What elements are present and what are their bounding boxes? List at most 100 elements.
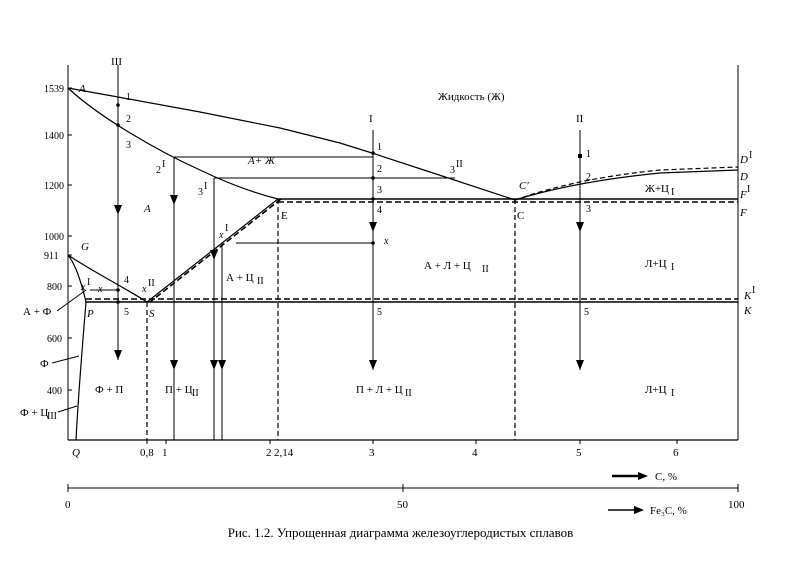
y-tick-labels: 1539 1400 1200 1000 911 800 600 400 bbox=[44, 84, 64, 397]
marker-3II: 3 bbox=[450, 165, 455, 176]
x-tick-5: 5 bbox=[576, 447, 582, 459]
c-axis-label: С, % bbox=[655, 471, 677, 483]
marker-III-4: 4 bbox=[124, 275, 129, 286]
y-tick-1000: 1000 bbox=[44, 232, 64, 243]
fe3c-axis-arrow-icon bbox=[608, 506, 644, 514]
region-F-Ts3-sub: III bbox=[47, 411, 57, 422]
marker-III-3: 3 bbox=[126, 140, 131, 151]
fe3c-tick-label-0: 0 bbox=[65, 499, 71, 511]
marker-2I-sup: I bbox=[162, 159, 165, 170]
fe3c-tick-label-50: 50 bbox=[397, 499, 409, 511]
region-L-Ts1-lower-sub: I bbox=[671, 388, 674, 399]
fe3c-axis-label: Fe₃C, % bbox=[650, 505, 687, 517]
c-axis-arrow-icon bbox=[612, 472, 648, 480]
alloy-I-point-2 bbox=[371, 176, 375, 180]
region-P-L-Ts2: П + Л + Ц bbox=[356, 384, 403, 396]
leader-F-Ts3 bbox=[57, 405, 78, 413]
vertical-14-arrow-bottom-icon bbox=[218, 360, 226, 370]
column-label-III: III bbox=[111, 56, 122, 68]
region-L-Ts1-lower: Л+Ц bbox=[645, 384, 667, 396]
alloy-I-point-3 bbox=[371, 197, 375, 201]
marker-I-3: 3 bbox=[377, 185, 382, 196]
PQ-line bbox=[75, 301, 87, 441]
marker-xI-mid-sup: I bbox=[225, 223, 228, 234]
liquidus-CD bbox=[514, 169, 739, 201]
marker-xI-mid: x bbox=[218, 230, 224, 241]
marker-3II-sup: II bbox=[456, 159, 463, 170]
point-C: C bbox=[517, 210, 524, 222]
marker-xII: x bbox=[141, 284, 147, 295]
column-label-I: I bbox=[369, 113, 373, 125]
x-tick-6: 6 bbox=[673, 447, 679, 459]
alloy-II-point-1 bbox=[578, 154, 582, 158]
alloy-I-arrow-bottom-icon bbox=[369, 360, 377, 370]
point-K-I-sup: I bbox=[752, 285, 755, 296]
column-label-II: II bbox=[576, 113, 584, 125]
x-tick-labels: Q 0,8 1 2 2,14 3 4 5 6 bbox=[72, 447, 679, 459]
vertical-1-arrow-icon bbox=[170, 195, 178, 205]
region-P-Ts2-sub: II bbox=[192, 388, 199, 399]
region-P-L-Ts2-sub: II bbox=[405, 388, 412, 399]
alloy-III-arrow-bottom-icon bbox=[114, 350, 122, 360]
point-G: G bbox=[81, 241, 89, 253]
y-tick-1400: 1400 bbox=[44, 131, 64, 142]
marker-I-x: x bbox=[383, 236, 389, 247]
region-A-Ts2: А + Ц bbox=[226, 272, 254, 284]
point-K: K bbox=[743, 305, 752, 317]
y-tick-1200: 1200 bbox=[44, 181, 64, 192]
x-tick-2-14: 2,14 bbox=[274, 447, 294, 459]
vertical-1-arrow-bottom-icon bbox=[170, 360, 178, 370]
marker-II-1: 1 bbox=[586, 149, 591, 160]
marker-xII-sup: II bbox=[148, 278, 155, 289]
point-P: P bbox=[86, 308, 94, 320]
alloy-III-point-1 bbox=[116, 103, 120, 107]
alloy-III-point-2 bbox=[116, 123, 120, 127]
x-tick-2: 2 bbox=[266, 447, 272, 459]
point-S: S bbox=[149, 308, 155, 320]
figure-caption: Рис. 1.2. Упрощенная диаграмма железоугл… bbox=[227, 525, 574, 540]
y-tick-800: 800 bbox=[47, 282, 62, 293]
region-Zh-Ts1-sub: I bbox=[671, 187, 674, 198]
marker-II-2: 2 bbox=[586, 172, 591, 183]
region-A-L-Ts2-sub: II bbox=[482, 264, 489, 275]
liquidus-AC bbox=[67, 87, 516, 201]
region-L-Ts1-upper-sub: I bbox=[671, 262, 674, 273]
x-tick-0-8: 0,8 bbox=[140, 447, 154, 459]
region-A-Ts2-sub: II bbox=[257, 276, 264, 287]
region-A-Zh: А+ Ж bbox=[247, 155, 276, 167]
alloy-I-point-x bbox=[371, 241, 375, 245]
point-F: F bbox=[739, 207, 747, 219]
point-F-I: F bbox=[739, 189, 747, 201]
y-tick-400: 400 bbox=[47, 386, 62, 397]
region-liquid: Жидкость (Ж) bbox=[438, 91, 505, 103]
point-D-I-sup: I bbox=[749, 150, 752, 161]
region-P-Ts2: П + Ц bbox=[165, 384, 193, 396]
region-L-Ts1-upper: Л+Ц bbox=[645, 258, 667, 270]
alloy-II-arrow-icon bbox=[576, 222, 584, 232]
vertical-13-arrow-bottom-icon bbox=[210, 360, 218, 370]
y-tick-911: 911 bbox=[44, 251, 59, 262]
point-A: A bbox=[78, 83, 86, 95]
marker-III-xI-sup: I bbox=[87, 277, 90, 288]
marker-III-5: 5 bbox=[124, 307, 129, 318]
marker-2I: 2 bbox=[156, 165, 161, 176]
marker-II-5: 5 bbox=[584, 307, 589, 318]
marker-I-1: 1 bbox=[377, 142, 382, 153]
marker-III-x: x bbox=[97, 284, 103, 295]
marker-I-4: 4 bbox=[377, 205, 382, 216]
x-tick-1: 1 bbox=[162, 447, 168, 459]
region-A-L-Ts2: А + Л + Ц bbox=[424, 260, 471, 272]
region-F-P: Ф + П bbox=[95, 384, 123, 396]
point-E: E bbox=[281, 210, 288, 222]
marker-I-5: 5 bbox=[377, 307, 382, 318]
marker-III-xI: x bbox=[80, 282, 86, 293]
point-C-prime: C′ bbox=[519, 180, 529, 192]
marker-II-3: 3 bbox=[586, 204, 591, 215]
point-D: D bbox=[739, 171, 748, 183]
region-A-F: А + Ф bbox=[23, 306, 52, 318]
region-A: А bbox=[143, 203, 151, 215]
x-tick-3: 3 bbox=[369, 447, 375, 459]
region-F: Ф bbox=[40, 358, 49, 370]
marker-3I-sup: I bbox=[204, 181, 207, 192]
x-tick-4: 4 bbox=[472, 447, 478, 459]
